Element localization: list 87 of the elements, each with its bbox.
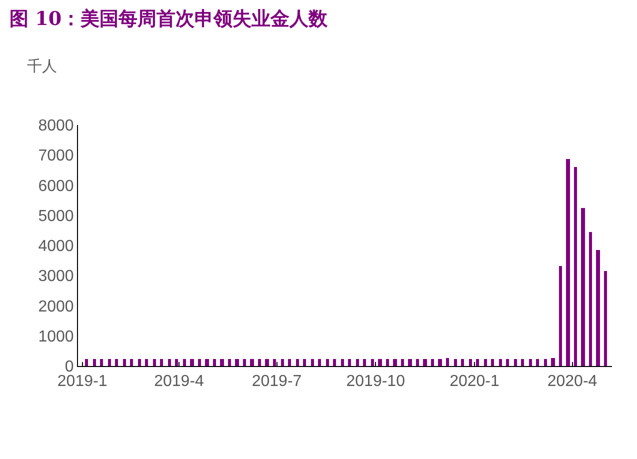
bar	[250, 359, 254, 366]
bar	[393, 359, 397, 366]
bar	[371, 359, 374, 366]
chart-title: 图 10：美国每周首次申领失业金人数	[10, 8, 329, 30]
bar	[100, 359, 103, 366]
bar	[574, 167, 577, 366]
bar	[446, 358, 449, 366]
x-tick-label: 2019-4	[154, 373, 204, 390]
bar	[341, 359, 344, 366]
bar	[333, 359, 336, 366]
bar	[469, 359, 472, 366]
bar	[521, 359, 524, 366]
bar	[484, 359, 487, 366]
bar	[559, 266, 562, 366]
bar	[108, 359, 111, 366]
bar	[363, 359, 366, 366]
bar	[318, 359, 321, 366]
bar	[408, 359, 412, 366]
bar	[115, 359, 118, 366]
bar	[514, 359, 517, 366]
bar	[220, 359, 224, 366]
bar	[596, 250, 600, 366]
bar	[123, 359, 126, 366]
bar	[243, 359, 246, 366]
bar	[536, 359, 539, 366]
bar	[213, 359, 216, 366]
bar	[198, 359, 201, 366]
bar	[93, 359, 96, 366]
y-tick-label: 4000	[38, 238, 74, 256]
bar	[491, 359, 494, 366]
bar	[85, 359, 88, 366]
bar	[401, 359, 404, 366]
y-tick-label: 2000	[38, 298, 74, 316]
bar	[281, 359, 284, 366]
y-tick-label: 8000	[38, 118, 74, 135]
bar	[566, 159, 570, 366]
bar	[506, 359, 509, 366]
bar	[461, 359, 464, 366]
y-tick-label: 3000	[38, 268, 74, 286]
bar	[581, 208, 585, 366]
bar	[265, 359, 269, 366]
bar	[303, 359, 306, 366]
bar	[431, 359, 434, 366]
bar	[356, 359, 359, 366]
bar	[589, 232, 592, 366]
bar	[288, 359, 291, 366]
bar	[551, 358, 555, 366]
bar	[235, 359, 239, 366]
bar	[378, 359, 382, 366]
bar	[273, 359, 276, 366]
y-tick-label: 0	[64, 358, 74, 376]
x-tick-label: 2019-10	[346, 373, 406, 390]
bar	[438, 359, 442, 366]
bar	[228, 359, 231, 366]
y-tick-label: 1000	[38, 328, 74, 346]
bar	[311, 359, 314, 366]
bar	[604, 271, 607, 366]
bar	[168, 359, 171, 366]
bar	[205, 359, 209, 366]
bar	[258, 359, 261, 366]
bar	[130, 359, 133, 366]
bar	[416, 359, 419, 366]
bar	[183, 359, 186, 366]
bar	[476, 359, 479, 366]
x-tick-label: 2020-4	[547, 373, 598, 390]
bar	[386, 359, 389, 366]
y-axis-title: 千人	[27, 57, 57, 75]
bar	[153, 359, 156, 366]
bar	[454, 359, 457, 366]
x-tick-label: 2020-1	[450, 373, 500, 390]
y-tick-label: 5000	[38, 208, 74, 225]
bar	[499, 359, 502, 366]
bar	[296, 359, 299, 366]
bar	[529, 359, 532, 366]
bar	[145, 359, 148, 366]
bar	[190, 359, 194, 366]
y-tick-label: 6000	[38, 178, 74, 195]
x-tick-label: 2019-7	[252, 373, 302, 390]
x-tick-label: 2019-1	[57, 373, 108, 390]
bar	[175, 359, 178, 366]
bar	[326, 359, 329, 366]
y-tick-label: 7000	[38, 148, 74, 165]
bar	[544, 359, 547, 366]
bar	[348, 359, 351, 366]
bar	[160, 359, 163, 366]
bar	[138, 359, 141, 366]
bar	[423, 359, 427, 366]
